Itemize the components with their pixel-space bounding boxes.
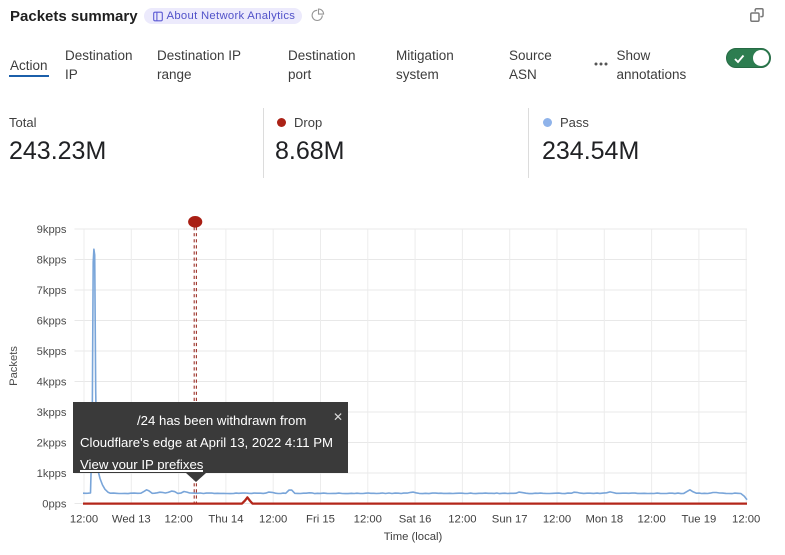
- svg-text:Fri 15: Fri 15: [306, 514, 335, 526]
- svg-text:Wed 13: Wed 13: [112, 514, 151, 526]
- svg-text:0pps: 0pps: [42, 499, 67, 511]
- svg-text:5kpps: 5kpps: [37, 346, 67, 358]
- svg-text:12:00: 12:00: [164, 514, 192, 526]
- svg-text:12:00: 12:00: [637, 514, 665, 526]
- svg-text:9kpps: 9kpps: [37, 224, 67, 236]
- svg-text:12:00: 12:00: [732, 514, 760, 526]
- svg-text:1kpps: 1kpps: [37, 468, 67, 480]
- svg-text:4kpps: 4kpps: [37, 377, 67, 389]
- svg-text:6kpps: 6kpps: [37, 316, 67, 328]
- svg-text:Tue 19: Tue 19: [682, 514, 717, 526]
- svg-text:3kpps: 3kpps: [37, 407, 67, 419]
- svg-text:Time (local): Time (local): [384, 531, 443, 543]
- svg-text:Thu 14: Thu 14: [208, 514, 243, 526]
- svg-text:12:00: 12:00: [259, 514, 287, 526]
- svg-text:12:00: 12:00: [70, 514, 98, 526]
- svg-text:Mon 18: Mon 18: [585, 514, 623, 526]
- svg-text:Packets: Packets: [8, 346, 20, 386]
- svg-text:12:00: 12:00: [543, 514, 571, 526]
- svg-text:12:00: 12:00: [448, 514, 476, 526]
- svg-text:Sat 16: Sat 16: [399, 514, 432, 526]
- svg-text:12:00: 12:00: [354, 514, 382, 526]
- svg-text:8kpps: 8kpps: [37, 255, 67, 267]
- svg-text:7kpps: 7kpps: [37, 285, 67, 297]
- svg-text:Sun 17: Sun 17: [492, 514, 528, 526]
- svg-text:2kpps: 2kpps: [37, 438, 67, 450]
